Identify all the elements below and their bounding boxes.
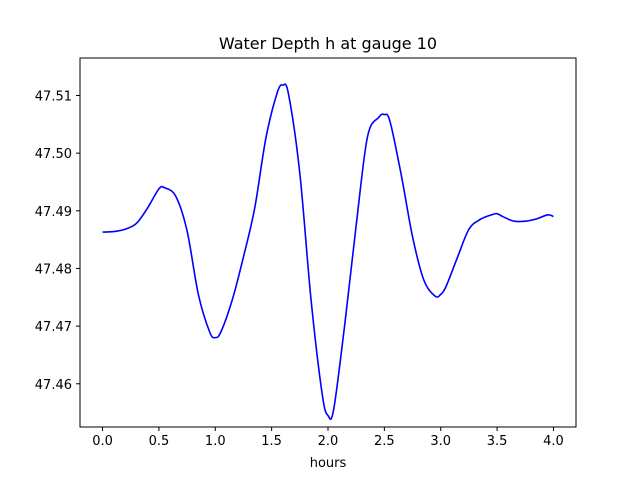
x-tick-label: 1.0 <box>205 434 226 449</box>
water-depth-line <box>102 83 554 421</box>
x-axis-label: hours <box>310 456 347 471</box>
y-tick-label: 47.51 <box>35 89 72 104</box>
y-tick-label: 47.50 <box>35 147 72 162</box>
x-tick-label: 0.5 <box>149 434 170 449</box>
chart-title: Water Depth h at gauge 10 <box>219 34 437 53</box>
x-tick-label: 1.5 <box>261 434 282 449</box>
x-tick-label: 3.0 <box>430 434 451 449</box>
y-tick-label: 47.46 <box>35 378 72 393</box>
x-tick-label: 2.5 <box>374 434 395 449</box>
y-tick-label: 47.47 <box>35 320 72 335</box>
x-tick-label: 3.5 <box>487 434 508 449</box>
x-tick-label: 0.0 <box>92 434 113 449</box>
x-axis-ticks: 0.0 0.5 1.0 1.5 2.0 2.5 3.0 3.5 4.0 <box>92 427 564 449</box>
y-tick-label: 47.49 <box>35 205 72 220</box>
x-tick-label: 2.0 <box>318 434 339 449</box>
plot-area <box>79 57 577 428</box>
y-tick-label: 47.48 <box>35 262 72 277</box>
x-tick-label: 4.0 <box>543 434 564 449</box>
y-axis-ticks: 47.46 47.47 47.48 47.49 47.50 47.51 <box>35 89 80 393</box>
